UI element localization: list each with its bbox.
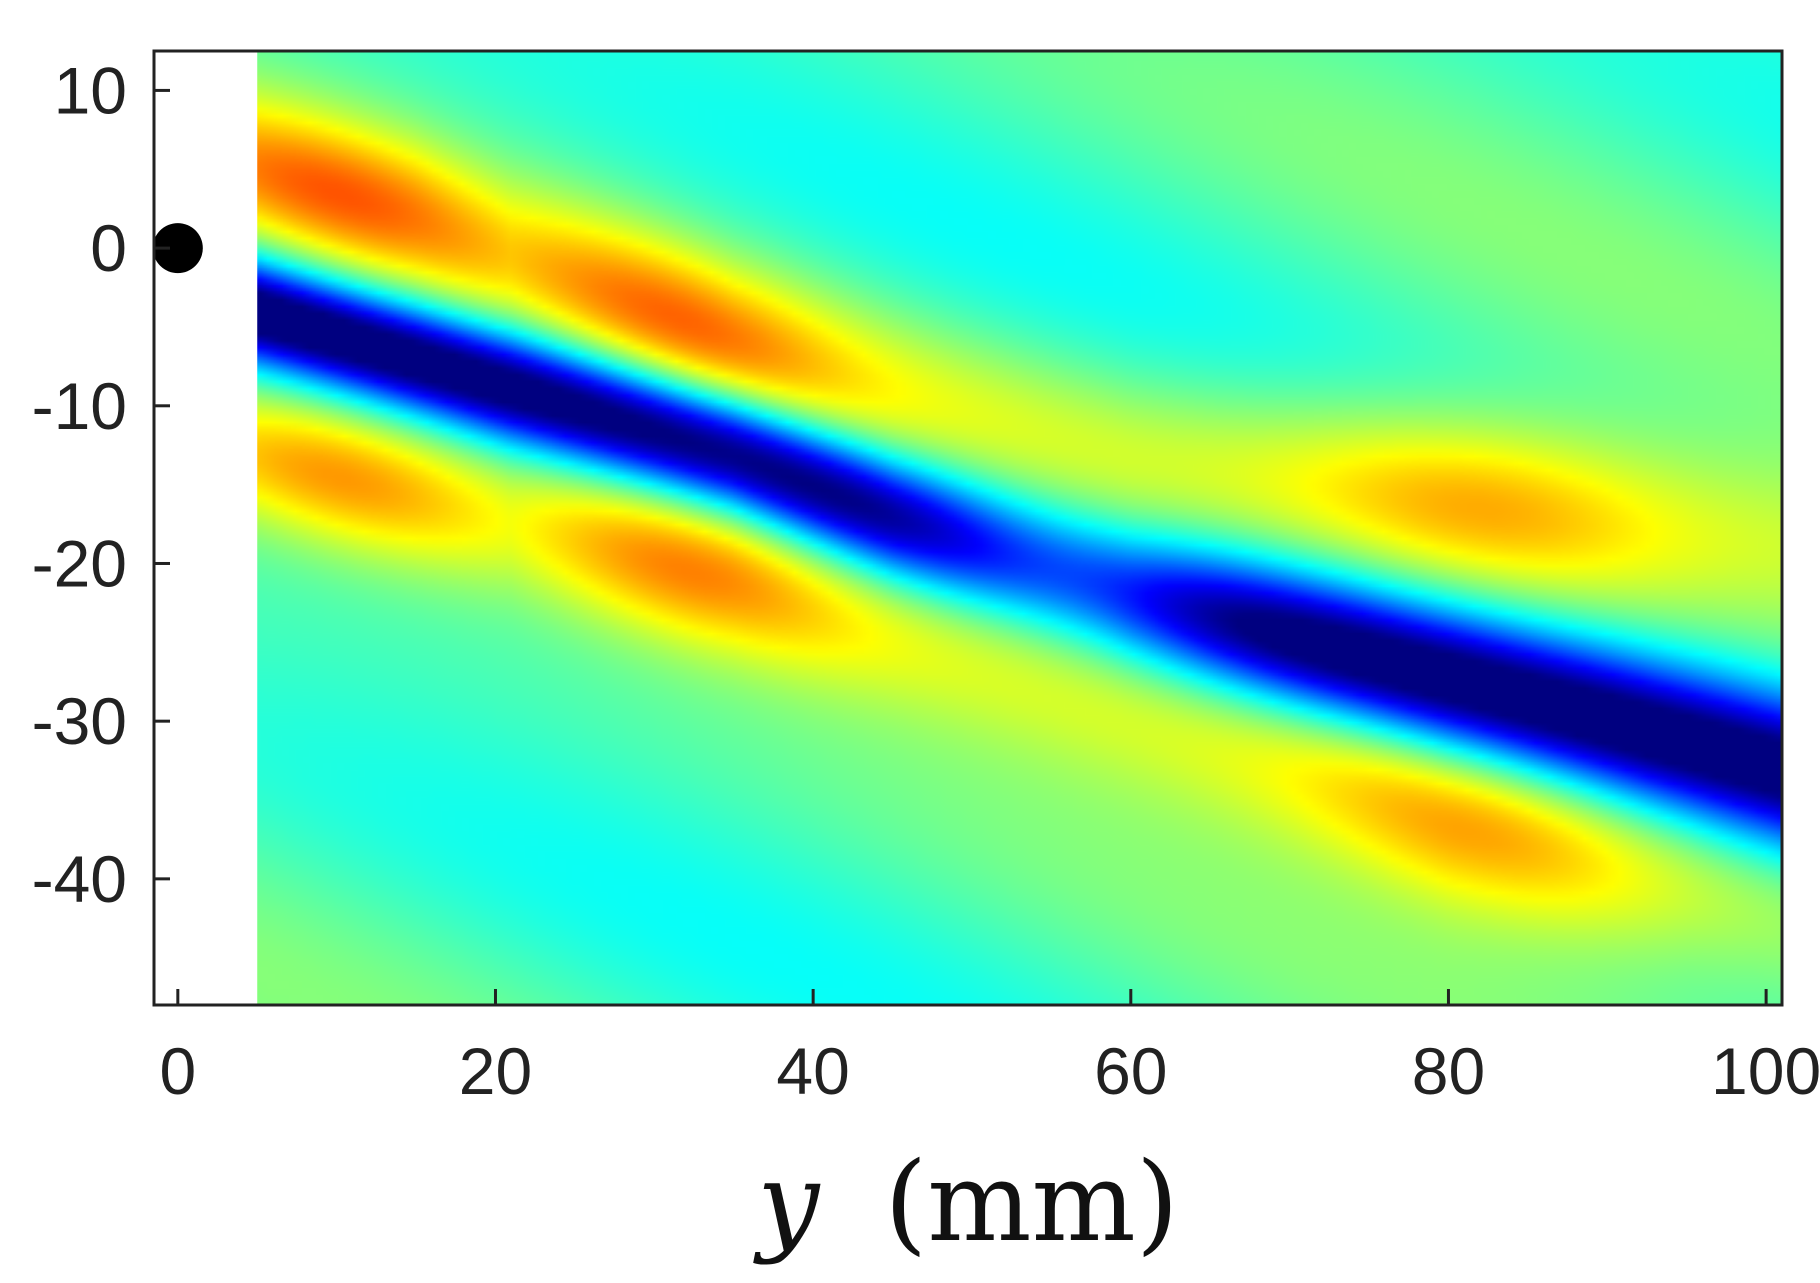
x-tick-label: 60 <box>1094 1034 1167 1108</box>
y-tick-label: -20 <box>32 526 127 600</box>
x-tick-label: 0 <box>159 1034 196 1108</box>
x-tick-label: 100 <box>1711 1034 1820 1108</box>
x-tick-label: 40 <box>776 1034 849 1108</box>
axes-frame <box>152 49 1784 1007</box>
probe-marker-dot <box>152 223 203 274</box>
heatmap-field <box>257 51 1782 1005</box>
y-tick-label: 10 <box>54 53 127 127</box>
y-tick-label: 0 <box>90 211 127 285</box>
y-tick-label: -40 <box>32 842 127 916</box>
x-axis-label-variable: y <box>752 1138 821 1266</box>
x-axis-label: y (mm) <box>752 1138 1179 1266</box>
x-axis-label-unit: (mm) <box>884 1138 1178 1266</box>
x-tick-label: 20 <box>459 1034 532 1108</box>
y-tick-label: -10 <box>32 369 127 443</box>
plot-area <box>152 49 1784 1007</box>
y-axis: 10 0 -10 -20 -30 -40 <box>32 53 170 916</box>
y-tick-label: -30 <box>32 684 127 758</box>
x-axis: 0 20 40 60 80 100 <box>159 989 1820 1108</box>
x-tick-label: 80 <box>1412 1034 1485 1108</box>
